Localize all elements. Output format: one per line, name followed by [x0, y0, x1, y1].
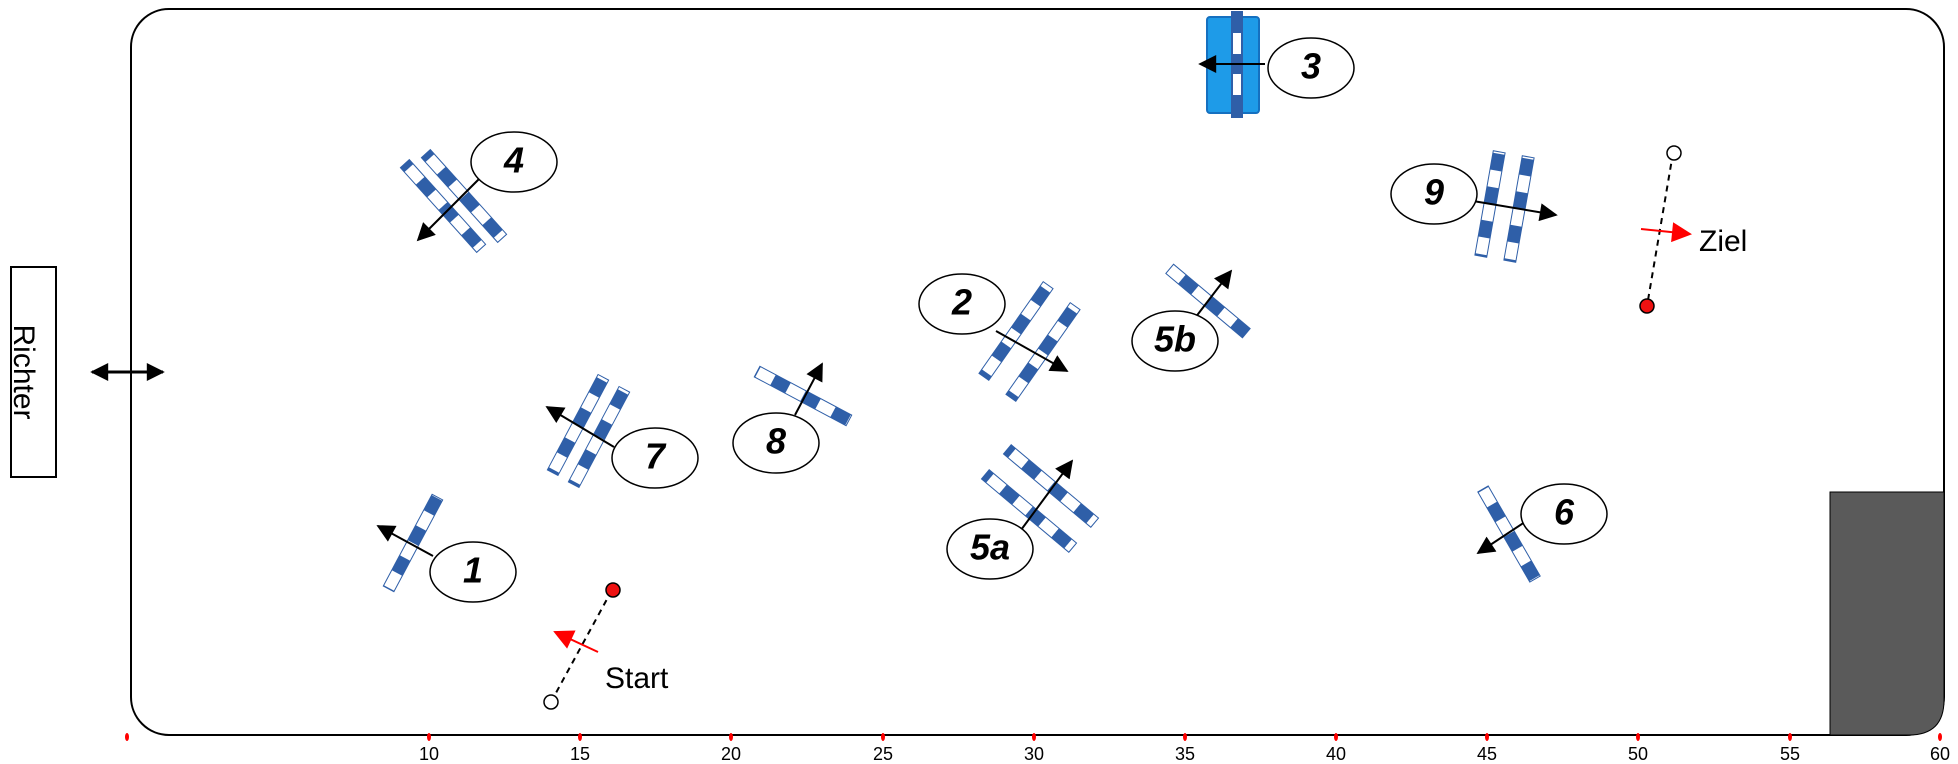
obstacle-8-number-badge — [732, 412, 820, 474]
scale-tick-2: 20 — [721, 733, 741, 764]
obstacle-7-direction-arrow — [545, 406, 615, 448]
arena-boundary — [130, 8, 1945, 736]
scale-tick-label: 45 — [1477, 744, 1497, 764]
obstacle-2-pole — [1005, 301, 1081, 403]
scale-tick-1: 15 — [570, 733, 590, 764]
obstacle-1-label: 1 — [463, 550, 483, 591]
scale-tick-label: 35 — [1175, 744, 1195, 764]
scale-tick-6: 40 — [1326, 733, 1346, 764]
obstacle-7: 7 — [545, 373, 699, 489]
obstacle-8-pole — [753, 365, 853, 427]
finish-white-flag — [1666, 145, 1682, 161]
distance-scale: 10 15 20 25 30 35 40 45 — [125, 733, 1950, 764]
obstacle-3: 3 — [1267, 37, 1355, 99]
obstacle-3-label: 3 — [1301, 46, 1321, 87]
scale-tick-label: 60 — [1930, 744, 1950, 764]
start-red-flag — [605, 582, 621, 598]
obstacle-5a-pole — [980, 469, 1078, 553]
obstacle-7-label: 7 — [645, 436, 667, 477]
obstacle-6-number-badge — [1520, 483, 1608, 545]
scale-tick-3: 25 — [873, 733, 893, 764]
start-direction-arrow — [553, 630, 599, 653]
finish-red-flag — [1639, 298, 1655, 314]
obstacle-5a: 5a — [946, 444, 1100, 580]
obstacle-6: 6 — [1476, 483, 1608, 583]
judge-box: Richter — [7, 266, 57, 478]
obstacle-4: 4 — [399, 131, 558, 254]
obstacle-6-label: 6 — [1554, 492, 1575, 533]
scale-tick-10: 60 — [1930, 733, 1950, 764]
obstacle-4-label: 4 — [503, 140, 524, 181]
obstacle-3-water — [1198, 11, 1265, 118]
start-line: Start — [543, 582, 669, 710]
scale-tick-label: 15 — [570, 744, 590, 764]
obstacle-9: 9 — [1390, 150, 1558, 263]
finish-label: Ziel — [1699, 225, 1747, 258]
obstacle-2: 2 — [918, 273, 1081, 403]
obstacle-5b: 5b — [1131, 263, 1251, 372]
corner-block — [1829, 491, 1945, 736]
obstacle-5b-label: 5b — [1154, 319, 1196, 360]
scale-tick-5: 35 — [1175, 733, 1195, 764]
obstacle-2-direction-arrow — [995, 330, 1069, 372]
scale-tick-9: 55 — [1780, 733, 1800, 764]
obstacle-5b-number-badge — [1131, 310, 1219, 372]
scale-tick-label: 25 — [873, 744, 893, 764]
obstacle-7-number-badge — [611, 427, 699, 489]
obstacle-5a-label: 5a — [970, 527, 1010, 568]
obstacle-1-direction-arrow — [376, 525, 434, 557]
scale-tick-0: 10 — [419, 733, 439, 764]
obstacle-8-direction-arrow — [794, 362, 823, 416]
obstacle-1: 1 — [376, 493, 517, 603]
scale-tick-label: 55 — [1780, 744, 1800, 764]
finish-line: Ziel — [1639, 145, 1747, 314]
obstacle-2-number-badge — [918, 273, 1006, 335]
obstacle-3-number-badge — [1267, 37, 1355, 99]
obstacle-9-label: 9 — [1424, 172, 1444, 213]
obstacle-8: 8 — [732, 362, 853, 474]
scale-tick-label: 30 — [1024, 744, 1044, 764]
scale-tick-7: 45 — [1477, 733, 1497, 764]
scale-tick-label: 40 — [1326, 744, 1346, 764]
obstacle-4-pole — [399, 158, 487, 254]
scale-tick-label: 10 — [419, 744, 439, 764]
obstacle-5a-pole — [1002, 444, 1100, 528]
obstacle-6-direction-arrow — [1476, 517, 1532, 554]
scale-origin-marker — [125, 733, 129, 741]
finish-direction-arrow — [1640, 222, 1692, 243]
obstacle-5a-number-badge — [946, 518, 1034, 580]
start-label: Start — [605, 662, 669, 695]
obstacle-9-number-badge — [1390, 163, 1478, 225]
obstacle-2-label: 2 — [951, 282, 972, 323]
obstacle-4-number-badge — [470, 131, 558, 193]
obstacle-9-direction-arrow — [1472, 200, 1558, 222]
scale-tick-label: 50 — [1628, 744, 1648, 764]
obstacle-5a-direction-arrow — [1020, 459, 1074, 531]
obstacle-5b-direction-arrow — [1194, 269, 1233, 319]
obstacle-4-direction-arrow — [416, 174, 484, 242]
obstacle-2-pole — [978, 280, 1054, 382]
obstacle-4-pole — [420, 148, 508, 244]
scale-tick-4: 30 — [1024, 733, 1044, 764]
start-white-flag — [543, 694, 559, 710]
judge-label: Richter — [7, 324, 40, 419]
obstacle-8-label: 8 — [766, 421, 786, 462]
obstacle-1-pole — [382, 493, 444, 593]
obstacle-1-number-badge — [429, 541, 517, 603]
scale-tick-label: 20 — [721, 744, 741, 764]
scale-tick-8: 50 — [1628, 733, 1648, 764]
